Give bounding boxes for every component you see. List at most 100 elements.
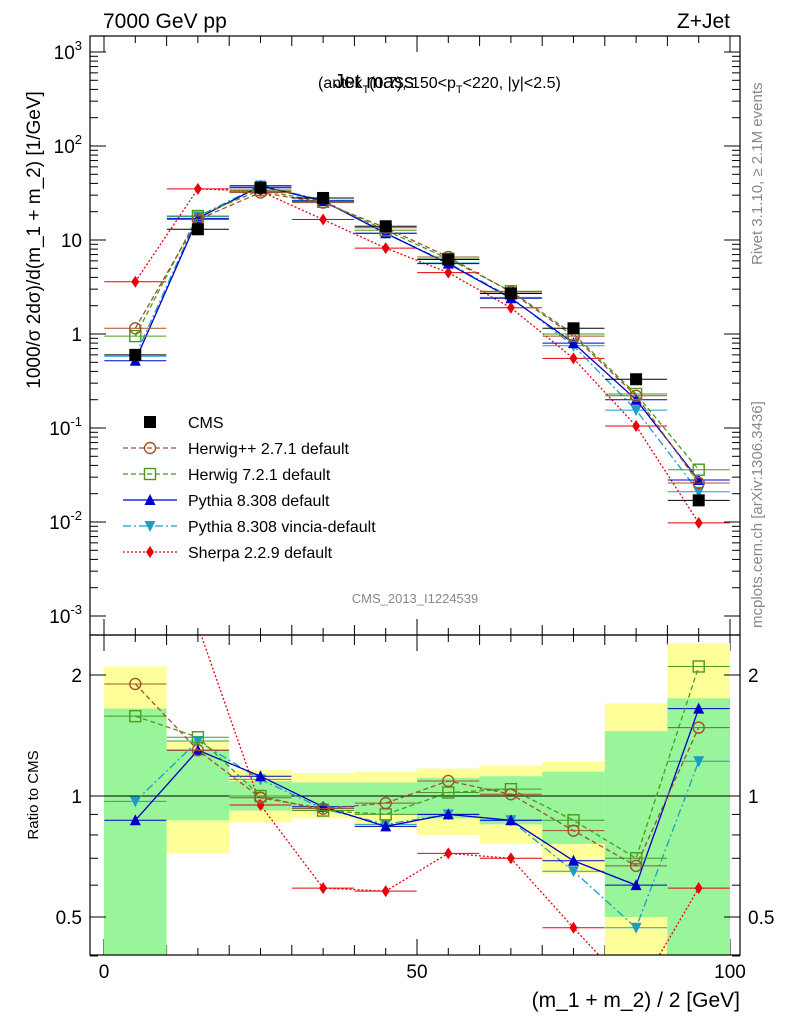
- data-point: [191, 209, 205, 223]
- legend-marker: [143, 467, 157, 481]
- ratio-point: [693, 756, 705, 768]
- legend-marker: [144, 494, 156, 505]
- main-y-tick-label: 1: [71, 325, 82, 346]
- ratio-y-tick-label: 2: [71, 666, 82, 687]
- series-line: [134, 189, 700, 471]
- ratio-frame: [89, 634, 741, 956]
- uncertainty-band-inner: [542, 771, 605, 844]
- ratio-point: [442, 808, 454, 820]
- data-point: [129, 322, 142, 335]
- data-point: [506, 301, 515, 314]
- ratio-line: [134, 708, 700, 887]
- ratio-point: [630, 879, 642, 891]
- ratio-point: [629, 852, 643, 865]
- uncertainty-band-inner: [667, 698, 730, 955]
- ratio-y-tick-label-right: 2: [748, 666, 759, 687]
- ratio-point: [442, 774, 455, 788]
- ratio-y-axis-label: Ratio to CMS: [25, 750, 42, 839]
- legend-marker: [146, 546, 154, 558]
- ratio-point: [505, 814, 517, 826]
- ratio-point: [129, 709, 142, 723]
- data-point: [319, 213, 328, 226]
- plot-title-main: Jet mass: [334, 71, 414, 93]
- data-point: [129, 348, 142, 361]
- data-point: [193, 182, 202, 195]
- legend-label: Herwig++ 2.7.1 default: [188, 441, 350, 458]
- x-tick-label: 0: [99, 962, 110, 983]
- legend: CMS Herwig++ 2.7.1 default Herwig 7.2.1 de…: [123, 415, 376, 562]
- legend-entry: Herwig 7.2.1 default: [123, 467, 331, 484]
- header-left: 7000 GeV pp: [103, 10, 227, 33]
- ratio-point: [129, 677, 142, 691]
- legend-entry: Pythia 8.308 default: [123, 493, 330, 510]
- legend-marker: [143, 441, 157, 455]
- legend-marker: [144, 416, 156, 428]
- series-line: [134, 185, 700, 481]
- data-point: [693, 486, 705, 498]
- ratio-point: [380, 820, 392, 832]
- data-point: [381, 242, 390, 255]
- main-y-tick-label: 103: [54, 38, 82, 64]
- uncertainty-band-inner: [166, 750, 230, 821]
- series-line: [134, 191, 700, 484]
- data-point: [567, 322, 580, 335]
- ratio-point: [316, 802, 330, 815]
- ratio-line: [134, 740, 700, 929]
- data-point: [442, 253, 455, 266]
- ratio-point: [191, 731, 205, 744]
- ratio-point: [692, 721, 705, 734]
- ratio-point: [131, 477, 139, 489]
- data-point: [317, 191, 330, 204]
- data-point: [630, 373, 643, 386]
- data-point: [692, 463, 705, 476]
- legend-label: Sherpa 2.2.9 default: [188, 545, 333, 562]
- ratio-y-tick-label: 0.5: [56, 908, 82, 929]
- data-point: [694, 516, 703, 529]
- legend-entry: Pythia 8.308 vincia-default: [123, 519, 376, 536]
- main-y-tick-label: 10: [61, 231, 82, 252]
- ratio-line: [135, 666, 700, 860]
- ratio-point: [506, 852, 515, 865]
- legend-label: CMS: [188, 415, 224, 432]
- data-point: [692, 494, 705, 507]
- legend-marker: [144, 521, 156, 532]
- main-y-tick-label: 10-2: [49, 508, 82, 534]
- ratio-point: [692, 660, 705, 673]
- ratio-point: [568, 866, 579, 878]
- ratio-y-tick-label-right: 1: [748, 787, 759, 808]
- header-right: Z+Jet: [677, 10, 730, 33]
- ratio-point: [504, 788, 518, 801]
- data-point: [379, 220, 392, 233]
- data-point: [131, 275, 140, 288]
- data-point: [630, 405, 642, 417]
- uncertainty-band-inner: [104, 708, 167, 955]
- ratio-point: [694, 882, 703, 895]
- data-point: [692, 476, 705, 490]
- plot-title-sub: (anti-kT(0.7), 150<pT<220, |y|<2.5): [318, 75, 561, 96]
- ratio-point: [629, 859, 643, 873]
- ratio-series-herwig-2-7-1-default: [104, 677, 730, 873]
- data-point: [693, 473, 705, 485]
- ratio-point: [381, 885, 390, 898]
- ratio-point: [567, 824, 580, 837]
- ratio-point: [129, 796, 141, 808]
- legend-label: Herwig 7.2.1 default: [188, 467, 331, 484]
- ratio-y-tick-label-right: 0.5: [748, 908, 774, 929]
- data-point: [254, 181, 267, 194]
- uncertainty-band-inner: [354, 782, 417, 815]
- x-axis-label: (m_1 + m_2) / 2 [GeV]: [532, 989, 740, 1012]
- ratio-point: [191, 744, 205, 757]
- legend-entry: CMS: [144, 415, 224, 432]
- ratio-point: [568, 854, 579, 866]
- ratio-point: [693, 702, 705, 714]
- legend-entry: Herwig++ 2.7.1 default: [123, 441, 350, 458]
- main-y-tick-label: 10-3: [49, 602, 82, 628]
- x-tick-label: 50: [406, 962, 427, 983]
- legend-label: Pythia 8.308 default: [188, 493, 330, 510]
- ratio-line: [200, 635, 700, 955]
- ratio-point: [630, 922, 642, 934]
- data-point: [632, 420, 641, 433]
- ratio-line: [134, 683, 700, 867]
- ratio-point: [569, 921, 578, 934]
- rivet-label: Rivet 3.1.10, ≥ 2.1M events: [749, 83, 766, 266]
